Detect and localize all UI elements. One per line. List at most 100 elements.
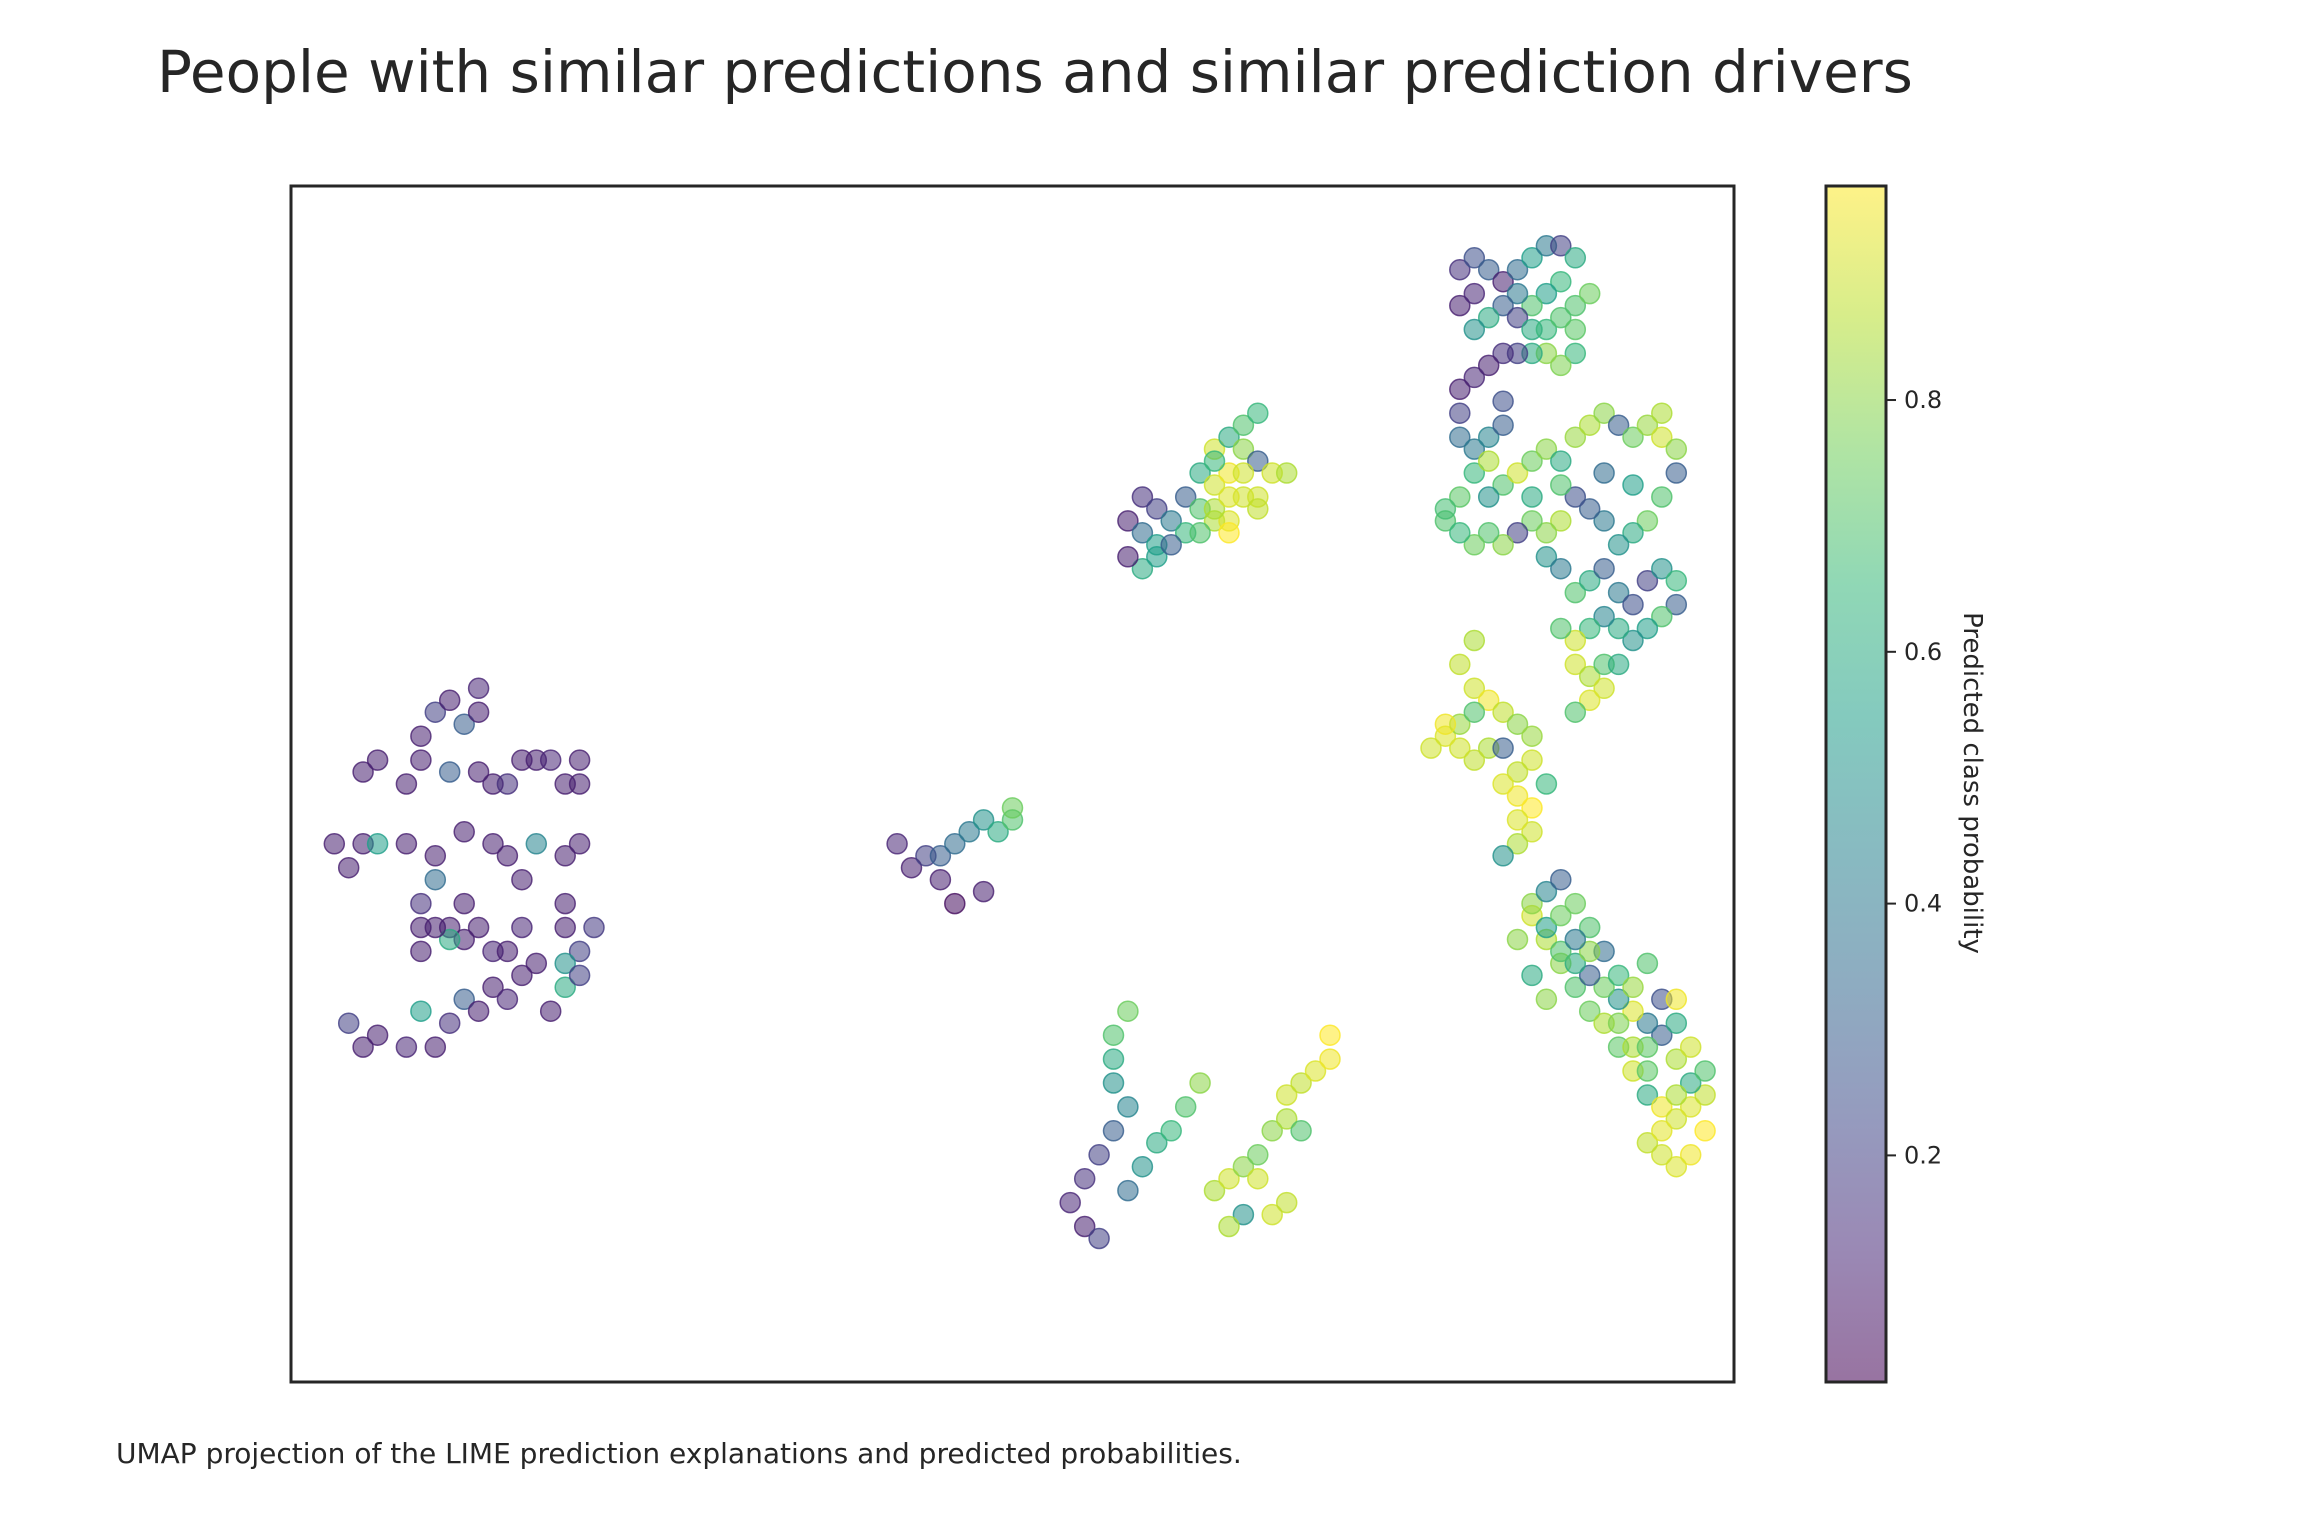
scatter-point xyxy=(1218,1167,1240,1190)
scatter-point xyxy=(1449,426,1471,448)
scatter-point xyxy=(958,821,980,843)
scatter-point xyxy=(1232,1203,1255,1226)
scatter-point xyxy=(1174,1096,1197,1118)
scatter-point xyxy=(1622,976,1644,999)
scatter-point xyxy=(554,952,576,975)
scatter-point xyxy=(1636,1084,1659,1106)
scatter-point xyxy=(1694,1120,1716,1142)
scatter-point xyxy=(1117,510,1139,532)
scatter-point xyxy=(1607,988,1630,1011)
scatter-point xyxy=(1477,486,1500,508)
scatter-point xyxy=(1304,1060,1327,1082)
scatter-point xyxy=(539,1000,562,1022)
scatter-point xyxy=(1521,294,1543,317)
scatter-point xyxy=(511,868,533,891)
scatter-point xyxy=(1232,462,1255,484)
scatter-point xyxy=(410,1000,432,1022)
scatter-point xyxy=(1564,928,1587,951)
scatter-point xyxy=(1593,976,1615,999)
scatter-point xyxy=(1550,940,1572,963)
scatter-point xyxy=(1117,546,1139,568)
scatter-point xyxy=(1665,1048,1688,1070)
scatter-point xyxy=(366,833,389,855)
scatter-point xyxy=(1607,414,1630,436)
scatter-point xyxy=(395,833,418,855)
scatter-point xyxy=(1578,1000,1601,1022)
scatter-point xyxy=(1665,1155,1688,1178)
scatter-point xyxy=(1001,797,1024,819)
scatter-point xyxy=(1622,426,1644,448)
scatter-point xyxy=(467,1000,490,1022)
scatter-point xyxy=(1290,1120,1312,1142)
scatter-point xyxy=(583,916,605,939)
scatter-point xyxy=(1506,761,1529,783)
scatter-point xyxy=(1651,605,1673,628)
scatter-point xyxy=(453,821,475,843)
scatter-point xyxy=(1492,845,1514,867)
scatter-point xyxy=(554,976,576,999)
scatter-point xyxy=(1550,557,1572,580)
scatter-point xyxy=(1564,426,1587,448)
scatter-point xyxy=(1651,1120,1673,1142)
scatter-point xyxy=(410,940,432,963)
scatter-point xyxy=(568,964,591,987)
scatter-point xyxy=(1521,510,1543,532)
scatter-point xyxy=(1477,450,1500,472)
scatter-point xyxy=(1636,1132,1659,1154)
scatter-point xyxy=(1607,534,1630,556)
scatter-point xyxy=(453,713,475,735)
scatter-point xyxy=(1477,426,1500,448)
scatter-point xyxy=(1463,282,1486,305)
colorbar xyxy=(1826,186,1886,1382)
scatter-point xyxy=(1449,737,1471,759)
scatter-point xyxy=(496,940,519,963)
scatter-point xyxy=(424,845,447,867)
scatter-point xyxy=(1492,701,1514,723)
scatter-point xyxy=(929,845,952,867)
scatter-point xyxy=(1463,534,1486,556)
scatter-point xyxy=(1218,426,1240,448)
colorbar-tick-label: 0.4 xyxy=(1904,890,1942,918)
scatter-point xyxy=(1665,462,1688,484)
scatter-point xyxy=(1275,462,1298,484)
scatter-point xyxy=(1218,486,1240,508)
scatter-point xyxy=(1521,892,1543,915)
colorbar-tick-label: 0.8 xyxy=(1904,386,1942,414)
scatter-point xyxy=(424,1036,447,1058)
scatter-point xyxy=(1665,1012,1688,1034)
scatter-point xyxy=(1160,534,1182,556)
scatter-point xyxy=(1146,546,1168,568)
scatter-point xyxy=(424,916,447,939)
scatter-point xyxy=(1117,1096,1139,1118)
scatter-point xyxy=(1564,629,1587,652)
scatter-point xyxy=(1578,964,1601,987)
scatter-point xyxy=(352,761,374,783)
scatter-point xyxy=(1506,785,1529,807)
scatter-point xyxy=(1564,952,1587,975)
scatter-point xyxy=(1477,354,1500,377)
scatter-point xyxy=(1679,1144,1702,1166)
scatter-point xyxy=(1449,486,1471,508)
scatter-point xyxy=(568,940,591,963)
scatter-point xyxy=(1492,294,1514,317)
scatter-point xyxy=(1189,462,1211,484)
scatter-point xyxy=(1247,1144,1269,1166)
scatter-point xyxy=(1622,1000,1644,1022)
scatter-point xyxy=(972,809,995,831)
scatter-point xyxy=(1449,294,1471,317)
scatter-point xyxy=(1593,462,1615,484)
scatter-point xyxy=(1492,534,1514,556)
scatter-point xyxy=(1607,653,1630,676)
scatter-point xyxy=(482,976,504,999)
scatter-point xyxy=(554,892,576,915)
scatter-point xyxy=(1463,701,1486,723)
scatter-point xyxy=(410,749,432,771)
scatter-point xyxy=(366,749,389,771)
scatter-point xyxy=(1420,737,1442,759)
scatter-point xyxy=(1059,1191,1081,1214)
scatter-point xyxy=(1535,522,1558,544)
scatter-point xyxy=(1449,653,1471,676)
scatter-point xyxy=(1535,282,1558,305)
scatter-point xyxy=(1088,1227,1110,1250)
scatter-point xyxy=(554,916,576,939)
